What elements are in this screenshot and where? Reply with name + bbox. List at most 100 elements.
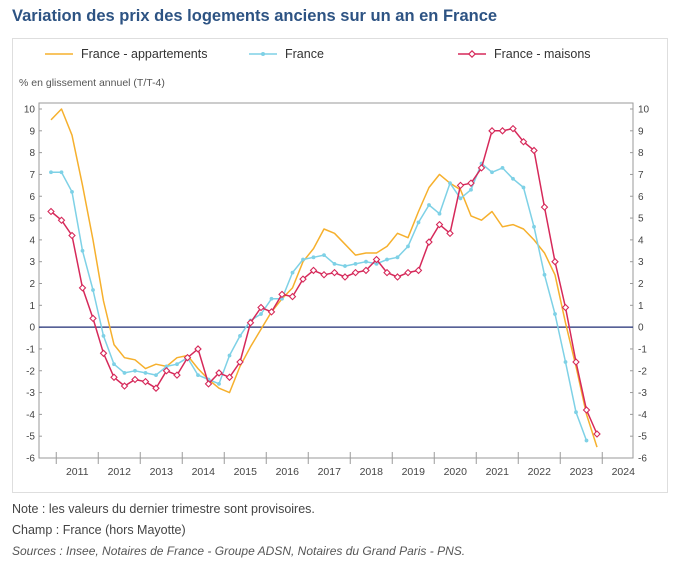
data-point [364, 259, 368, 264]
y-tick-label-right: 9 [638, 126, 644, 137]
data-point [309, 266, 318, 275]
x-tick-label: 2017 [318, 466, 342, 478]
data-point [530, 146, 538, 155]
y-tick-label-right: 3 [638, 257, 644, 268]
y-tick-label-left: 5 [29, 214, 35, 225]
data-point [521, 185, 526, 190]
data-point [593, 430, 601, 438]
data-point [320, 270, 328, 279]
data-point [404, 268, 412, 277]
x-tick-label: 2012 [108, 466, 132, 478]
y-tick-label-right: 0 [638, 323, 644, 334]
x-tick-label: 2013 [150, 466, 174, 478]
data-point [196, 373, 200, 378]
data-point [194, 345, 202, 353]
data-point [101, 333, 106, 338]
footer-scope: Champ : France (hors Mayotte) [12, 523, 186, 537]
data-point [236, 358, 244, 366]
y-tick-label-right: 6 [638, 192, 644, 203]
data-point [414, 266, 423, 275]
y-tick-label-left: 7 [29, 170, 35, 181]
legend-label: France - appartements [81, 47, 207, 61]
data-point [225, 373, 234, 382]
y-tick-label-left: 6 [29, 192, 35, 203]
data-point [582, 406, 591, 414]
data-point [301, 257, 305, 262]
data-point [341, 273, 349, 281]
data-point [488, 127, 496, 135]
data-point [154, 373, 158, 378]
y-tick-label-left: -5 [26, 432, 35, 443]
x-tick-label: 2022 [528, 466, 552, 478]
data-point [246, 318, 255, 327]
y-tick-label-left: 2 [29, 279, 35, 290]
data-point [393, 273, 402, 281]
data-point [59, 170, 64, 175]
series-line [50, 127, 598, 435]
y-tick-label-left: 3 [29, 257, 35, 268]
y-tick-label-left: 1 [29, 301, 35, 312]
footer-note: Note : les valeurs du dernier trimestre … [12, 502, 315, 516]
data-point [395, 255, 400, 260]
y-tick-label-right: 10 [638, 105, 650, 116]
y-tick-label-right: 2 [638, 279, 644, 290]
data-point [437, 211, 442, 216]
data-point [406, 244, 410, 249]
data-point [110, 373, 118, 382]
data-point [383, 268, 391, 277]
data-point [49, 170, 53, 175]
y-tick-label-left: -6 [26, 454, 35, 465]
data-point [322, 253, 326, 258]
data-point [332, 261, 337, 266]
data-point [561, 303, 570, 312]
data-point [70, 189, 74, 194]
data-point [227, 353, 232, 358]
data-point [467, 179, 475, 187]
data-point [80, 248, 85, 253]
data-point [99, 349, 108, 358]
data-point [532, 224, 536, 229]
data-point [215, 369, 223, 377]
data-point [458, 196, 463, 201]
data-point [511, 176, 515, 181]
y-tick-label-left: 9 [29, 126, 35, 137]
data-point [257, 303, 265, 312]
data-point [540, 203, 549, 211]
data-point [385, 257, 389, 262]
data-point [120, 382, 129, 390]
data-point [288, 292, 297, 301]
data-point [78, 284, 87, 292]
data-point [519, 137, 528, 146]
data-point [351, 268, 360, 277]
legend-marker [467, 49, 477, 59]
y-tick-label-right: -4 [638, 410, 647, 421]
y-tick-label-left: -2 [26, 366, 35, 377]
x-tick-label: 2019 [402, 466, 426, 478]
data-point [372, 255, 381, 264]
y-tick-label-right: 1 [638, 301, 644, 312]
data-point [47, 207, 55, 216]
data-point [162, 366, 171, 375]
chart-title: Variation des prix des logements anciens… [12, 7, 498, 25]
data-point [173, 371, 181, 379]
data-point [133, 368, 137, 373]
y-tick-label-right: -5 [638, 432, 647, 443]
x-tick-label: 2023 [570, 466, 594, 478]
y-axis-label: % en glissement annuel (T/T-4) [19, 77, 165, 89]
footer-sources: Sources : Insee, Notaires de France - Gr… [12, 544, 466, 558]
data-point [469, 187, 473, 192]
data-point [542, 272, 547, 277]
y-tick-label-right: -1 [638, 344, 647, 355]
data-point [551, 257, 559, 266]
data-point [477, 164, 486, 172]
data-point [456, 181, 465, 190]
chart-legend: France - appartements France France - mais… [45, 47, 591, 61]
data-point [122, 371, 127, 375]
data-point [152, 384, 160, 392]
chart-panel: France - appartements France France - mais… [12, 38, 668, 493]
x-tick-label: 2024 [612, 466, 636, 478]
data-point [509, 124, 517, 133]
x-tick-label: 2018 [360, 466, 384, 478]
data-point [490, 170, 494, 175]
y-tick-label-left: -3 [26, 388, 35, 399]
